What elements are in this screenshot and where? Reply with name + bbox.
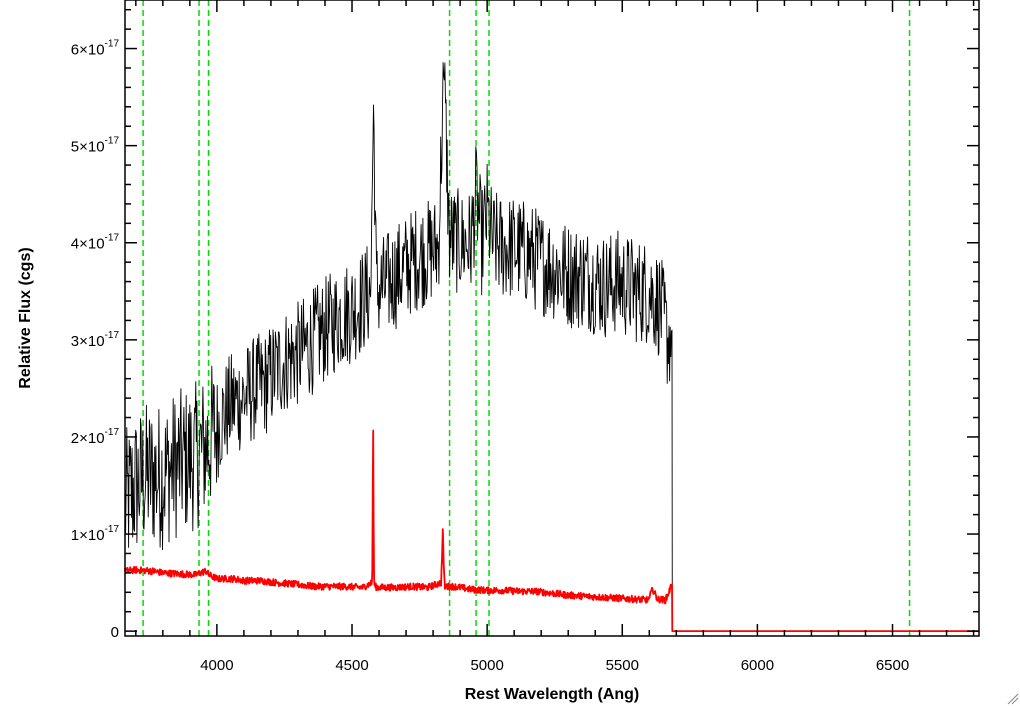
resize-grip-icon[interactable] (1007, 693, 1019, 705)
y-tick-label-3: 3×10-17 (71, 330, 120, 350)
plot-frame (124, 0, 980, 637)
x-tick-label-4000: 4000 (200, 657, 233, 674)
y-tick-label-0: 0 (111, 624, 119, 641)
axis-ticks (125, 0, 979, 636)
x-tick-label-5500: 5500 (606, 657, 639, 674)
tick-labels: 4000 4500 5000 5500 6000 6500 0 1×10-17 2×10-17 3… (71, 39, 909, 674)
series-line-0 (124, 62, 979, 632)
x-tick-label-4500: 4500 (335, 657, 368, 674)
series-line-1 (124, 429, 979, 632)
x-tick-label-5000: 5000 (470, 657, 503, 674)
x-tick-label-6000: 6000 (741, 657, 774, 674)
spectrum-series (124, 62, 979, 632)
x-tick-label-6500: 6500 (876, 657, 909, 674)
y-tick-label-5: 5×10-17 (71, 136, 120, 156)
x-axis-title: Rest Wavelength (Ang) (465, 686, 640, 703)
y-tick-label-2: 2×10-17 (71, 427, 120, 447)
y-axis-title: Relative Flux (cgs) (17, 247, 34, 388)
line-markers (142, 0, 911, 636)
y-tick-label-4: 4×10-17 (71, 233, 120, 253)
y-tick-label-1: 1×10-17 (71, 524, 120, 544)
y-tick-label-6: 6×10-17 (71, 39, 120, 59)
